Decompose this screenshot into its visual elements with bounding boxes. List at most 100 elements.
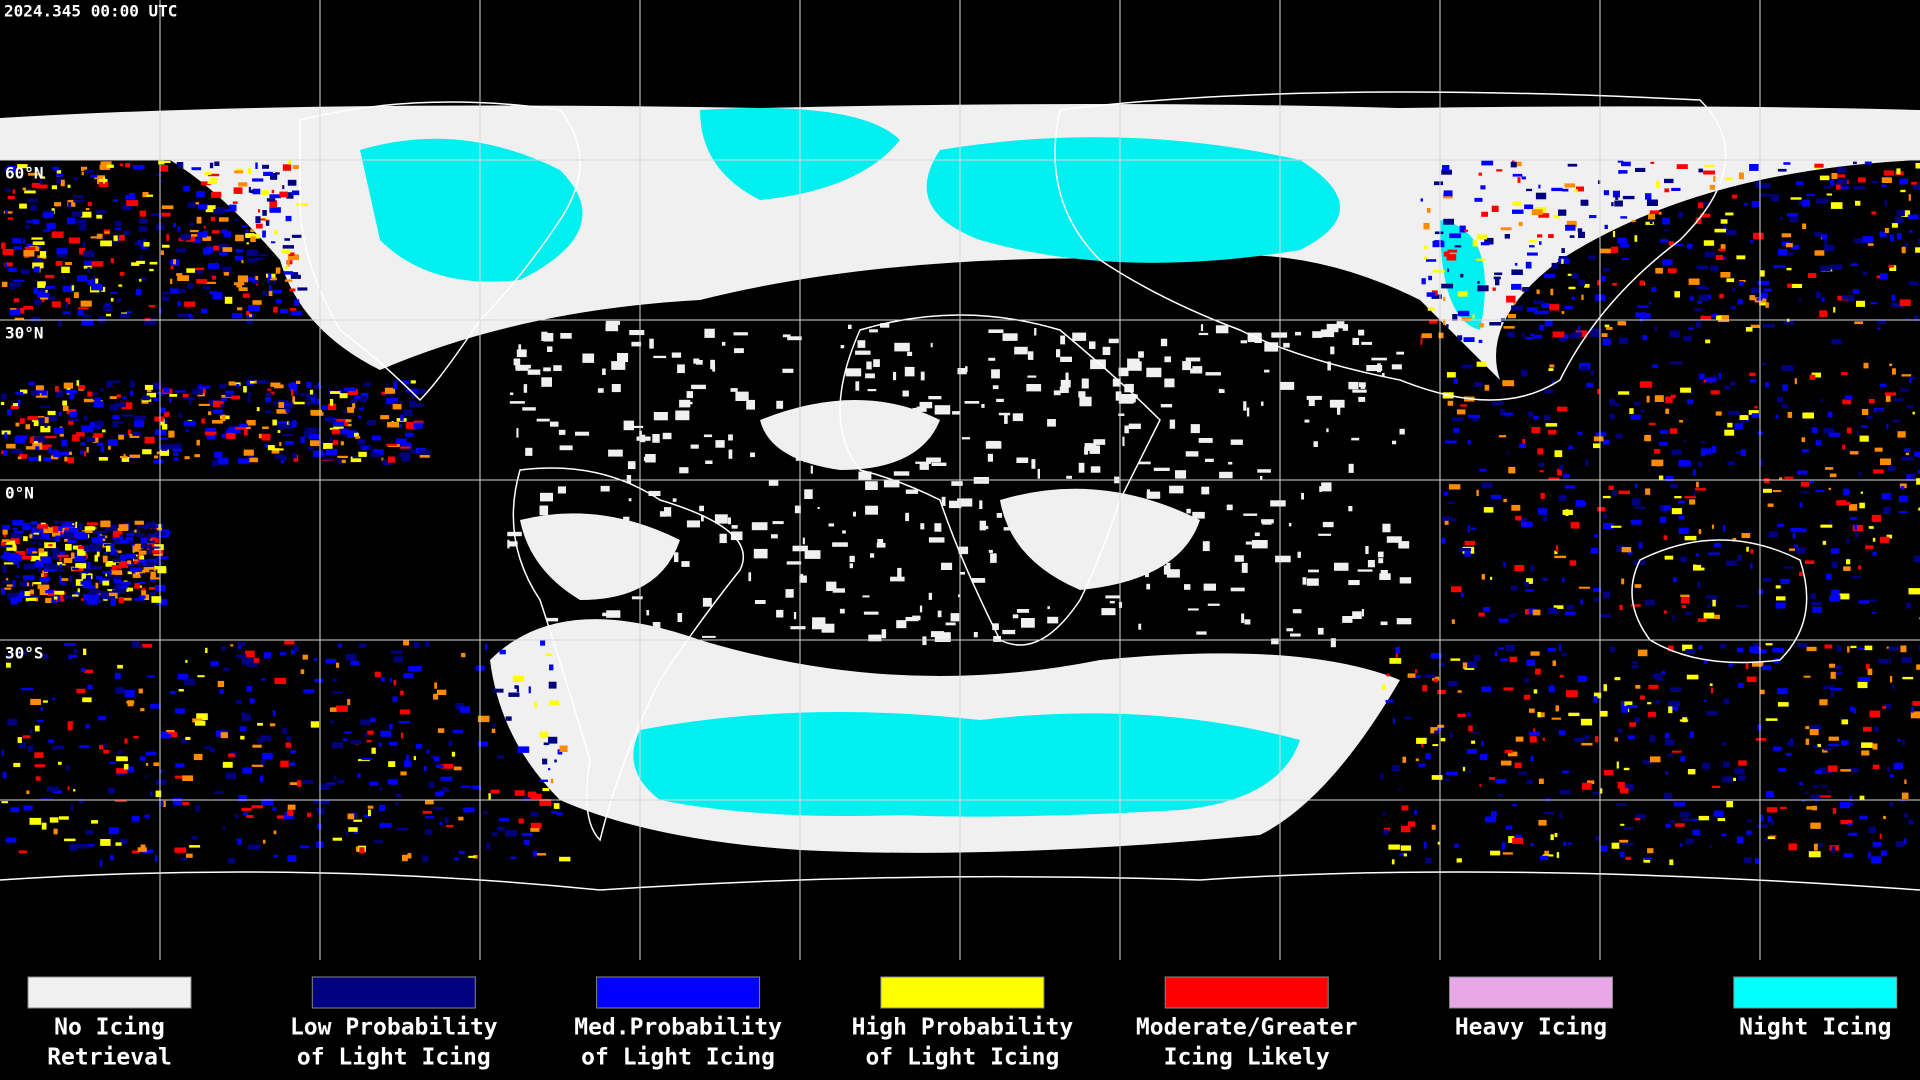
- icing-speck: [1383, 828, 1389, 836]
- cloud-speck: [1215, 325, 1229, 334]
- icing-speck: [115, 842, 122, 846]
- icing-speck: [281, 460, 284, 463]
- icing-speck: [1821, 784, 1827, 787]
- icing-speck: [228, 204, 237, 212]
- icing-speck: [1703, 699, 1707, 702]
- icing-speck: [105, 573, 108, 577]
- icing-speck: [65, 765, 70, 771]
- icing-speck: [218, 457, 229, 465]
- icing-speck: [1758, 296, 1761, 300]
- cloud-speck: [973, 632, 978, 638]
- icing-speck: [1718, 372, 1721, 380]
- cloud-speck: [606, 535, 613, 545]
- icing-speck: [15, 391, 24, 395]
- icing-speck: [35, 246, 40, 252]
- icing-speck: [1814, 250, 1825, 256]
- icing-speck: [370, 717, 376, 723]
- icing-speck: [186, 853, 193, 858]
- icing-speck: [279, 309, 288, 313]
- icing-speck: [1447, 268, 1450, 273]
- icing-speck: [395, 801, 399, 806]
- icing-speck: [528, 686, 531, 694]
- icing-speck: [69, 418, 80, 422]
- cloud-speck: [1002, 333, 1018, 341]
- icing-speck: [1652, 673, 1662, 679]
- icing-speck: [1502, 852, 1513, 855]
- icing-speck: [1503, 412, 1514, 416]
- cloud-speck: [912, 407, 921, 412]
- icing-speck: [252, 300, 262, 305]
- icing-speck: [1727, 461, 1735, 465]
- icing-speck: [393, 656, 404, 663]
- icing-speck: [67, 184, 71, 188]
- icing-speck: [1602, 495, 1611, 499]
- icing-speck: [1767, 503, 1774, 507]
- icing-speck: [149, 546, 154, 553]
- cloud-speck: [633, 425, 644, 428]
- icing-speck: [241, 807, 252, 811]
- icing-speck: [60, 179, 65, 187]
- icing-speck: [1558, 337, 1566, 342]
- icing-speck: [58, 412, 62, 417]
- icing-speck: [1624, 827, 1633, 831]
- icing-speck: [127, 700, 134, 707]
- icing-speck: [534, 701, 537, 708]
- icing-speck: [1441, 169, 1452, 175]
- icing-speck: [1451, 586, 1462, 593]
- icing-speck: [143, 594, 150, 600]
- cloud-speck: [1321, 482, 1332, 492]
- icing-speck: [548, 681, 557, 689]
- icing-speck: [339, 393, 348, 399]
- icing-speck: [279, 442, 282, 447]
- icing-speck: [374, 671, 381, 678]
- cloud-speck: [507, 541, 518, 547]
- icing-speck: [1848, 504, 1858, 511]
- icing-speck: [202, 236, 212, 241]
- icing-speck: [1902, 676, 1914, 680]
- icing-speck: [86, 567, 89, 574]
- icing-speck: [139, 595, 146, 599]
- icing-speck: [99, 164, 111, 170]
- icing-speck: [262, 164, 269, 169]
- icing-speck: [142, 849, 154, 853]
- icing-speck: [1425, 857, 1432, 863]
- cloud-speck: [1138, 351, 1144, 358]
- icing-speck: [294, 299, 300, 306]
- icing-speck: [272, 401, 278, 405]
- icing-speck: [1558, 730, 1566, 736]
- icing-speck: [1587, 780, 1595, 785]
- icing-speck: [126, 587, 129, 592]
- cloud-speck: [1230, 587, 1245, 592]
- icing-speck: [21, 687, 33, 691]
- icing-speck: [1514, 762, 1522, 769]
- icing-speck: [1869, 710, 1881, 718]
- icing-speck: [1811, 785, 1819, 788]
- icing-speck: [284, 279, 293, 282]
- cloud-speck: [575, 431, 590, 436]
- icing-speck: [1664, 188, 1670, 193]
- icing-speck: [1506, 451, 1510, 454]
- cloud-speck: [909, 436, 915, 445]
- icing-speck: [1753, 232, 1764, 240]
- cloud-speck: [1192, 366, 1203, 371]
- cloud-speck: [1243, 401, 1247, 411]
- icing-speck: [72, 583, 75, 587]
- icing-speck: [1550, 288, 1554, 296]
- cloud-speck: [889, 435, 892, 439]
- icing-speck: [1446, 324, 1449, 328]
- cloud-speck: [1027, 375, 1037, 378]
- icing-speck: [1661, 671, 1666, 675]
- icing-speck: [1710, 687, 1713, 694]
- icing-speck: [358, 451, 367, 457]
- icing-speck: [96, 210, 107, 214]
- icing-speck: [285, 742, 291, 748]
- icing-speck: [133, 736, 139, 739]
- icing-speck: [1528, 708, 1535, 713]
- cloud-speck: [515, 364, 531, 369]
- icing-speck: [289, 288, 296, 292]
- icing-speck: [110, 298, 114, 302]
- icing-speck: [300, 436, 305, 443]
- icing-speck: [1597, 507, 1606, 512]
- icing-speck: [1850, 263, 1858, 266]
